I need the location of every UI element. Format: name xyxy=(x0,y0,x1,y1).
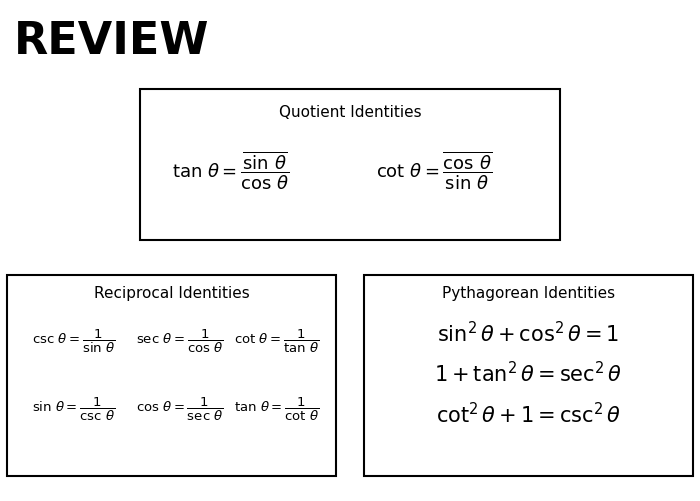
Text: $\csc\,\theta = \dfrac{1}{\sin\,\theta}$: $\csc\,\theta = \dfrac{1}{\sin\,\theta}$ xyxy=(32,327,115,354)
FancyBboxPatch shape xyxy=(7,276,336,476)
Text: $\tan\,\theta = \dfrac{1}{\cot\,\theta}$: $\tan\,\theta = \dfrac{1}{\cot\,\theta}$ xyxy=(234,395,320,422)
FancyBboxPatch shape xyxy=(140,90,560,240)
Text: $\cos\,\theta = \dfrac{1}{\sec\,\theta}$: $\cos\,\theta = \dfrac{1}{\sec\,\theta}$ xyxy=(136,395,224,422)
Text: $\sin\,\theta = \dfrac{1}{\csc\,\theta}$: $\sin\,\theta = \dfrac{1}{\csc\,\theta}$ xyxy=(32,395,115,422)
Text: REVIEW: REVIEW xyxy=(14,20,209,63)
Text: Reciprocal Identities: Reciprocal Identities xyxy=(94,286,249,301)
FancyBboxPatch shape xyxy=(364,276,693,476)
Text: $1 + \tan^2\theta = \sec^2\theta$: $1 + \tan^2\theta = \sec^2\theta$ xyxy=(435,361,622,386)
Text: $\cot\,\theta = \dfrac{1}{\tan\,\theta}$: $\cot\,\theta = \dfrac{1}{\tan\,\theta}$ xyxy=(234,327,320,354)
Text: $\sin^2\theta + \cos^2\theta = 1$: $\sin^2\theta + \cos^2\theta = 1$ xyxy=(438,321,620,346)
Text: $\tan\,\theta = \dfrac{\overline{\sin\,\theta}}{\cos\,\theta}$: $\tan\,\theta = \dfrac{\overline{\sin\,\… xyxy=(172,149,290,191)
Text: $\cot\,\theta = \dfrac{\overline{\cos\,\theta}}{\sin\,\theta}$: $\cot\,\theta = \dfrac{\overline{\cos\,\… xyxy=(376,149,492,191)
Text: Pythagorean Identities: Pythagorean Identities xyxy=(442,286,615,301)
Text: $\sec\,\theta = \dfrac{1}{\cos\,\theta}$: $\sec\,\theta = \dfrac{1}{\cos\,\theta}$ xyxy=(136,327,224,354)
Text: Quotient Identities: Quotient Identities xyxy=(279,105,421,120)
Text: $\cot^2\theta + 1 = \csc^2\theta$: $\cot^2\theta + 1 = \csc^2\theta$ xyxy=(436,401,621,426)
